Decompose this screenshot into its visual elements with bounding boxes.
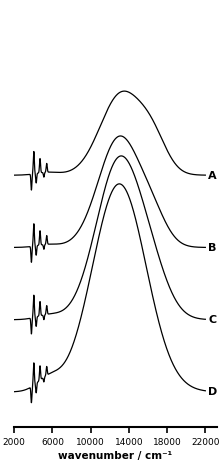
Text: B: B bbox=[208, 243, 217, 253]
Text: A: A bbox=[208, 171, 217, 181]
Text: D: D bbox=[208, 386, 218, 396]
Text: C: C bbox=[208, 315, 216, 325]
X-axis label: wavenumber / cm⁻¹: wavenumber / cm⁻¹ bbox=[58, 450, 172, 460]
